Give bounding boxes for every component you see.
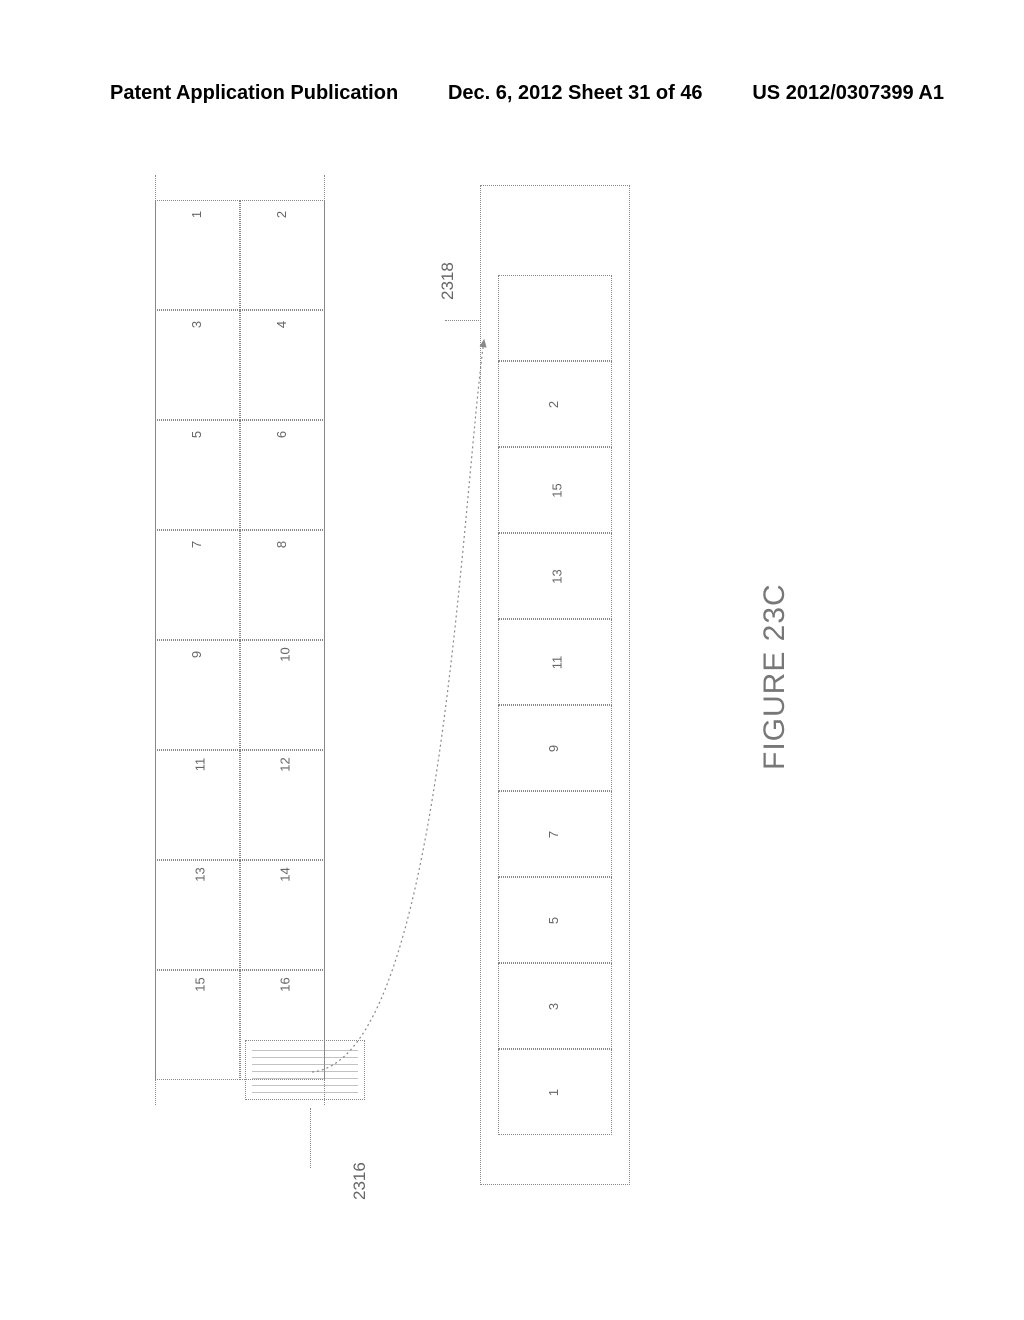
figure-caption: FIGURE 23C (758, 583, 792, 770)
mapping-arc (0, 0, 1024, 1320)
patent-page: Patent Application Publication Dec. 6, 2… (0, 0, 1024, 1320)
